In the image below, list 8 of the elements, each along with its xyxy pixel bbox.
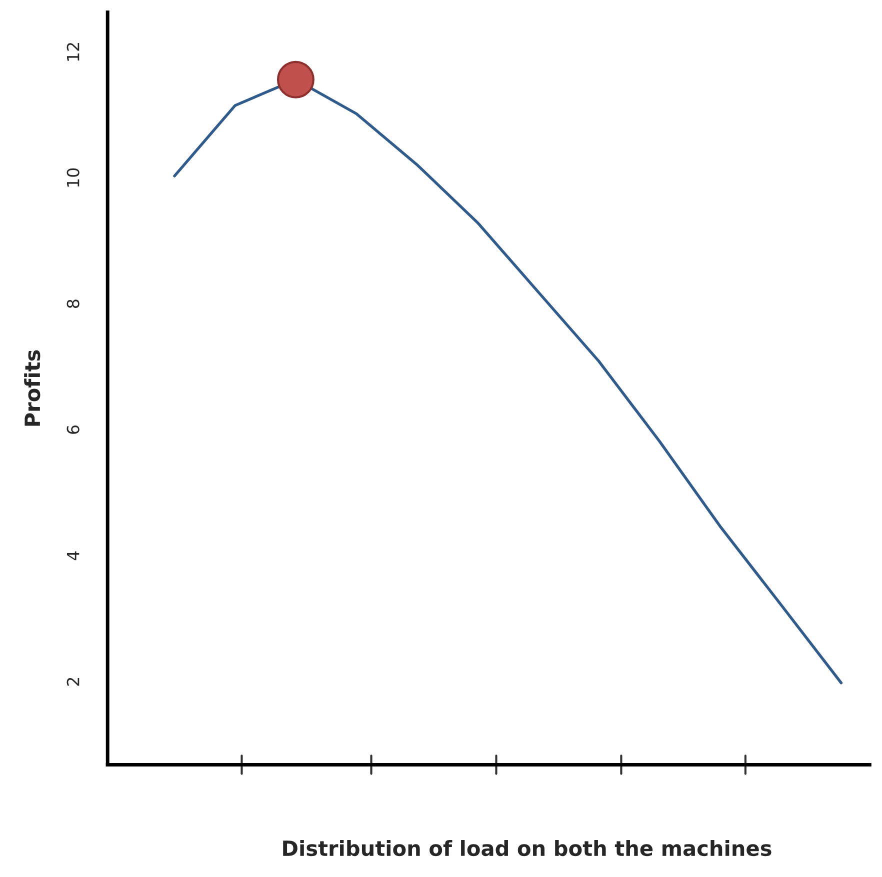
y-tick-label: 6 <box>66 426 80 434</box>
y-axis-title: Profits <box>24 350 40 426</box>
y-tick-label: 10 <box>66 168 80 187</box>
x-axis-title: Distribution of load on both the machines <box>283 840 772 856</box>
y-tick-label: 8 <box>66 300 80 308</box>
y-tick-label: 12 <box>66 43 80 61</box>
y-tick-label: 2 <box>66 678 80 686</box>
y-tick-label: 4 <box>66 551 80 560</box>
